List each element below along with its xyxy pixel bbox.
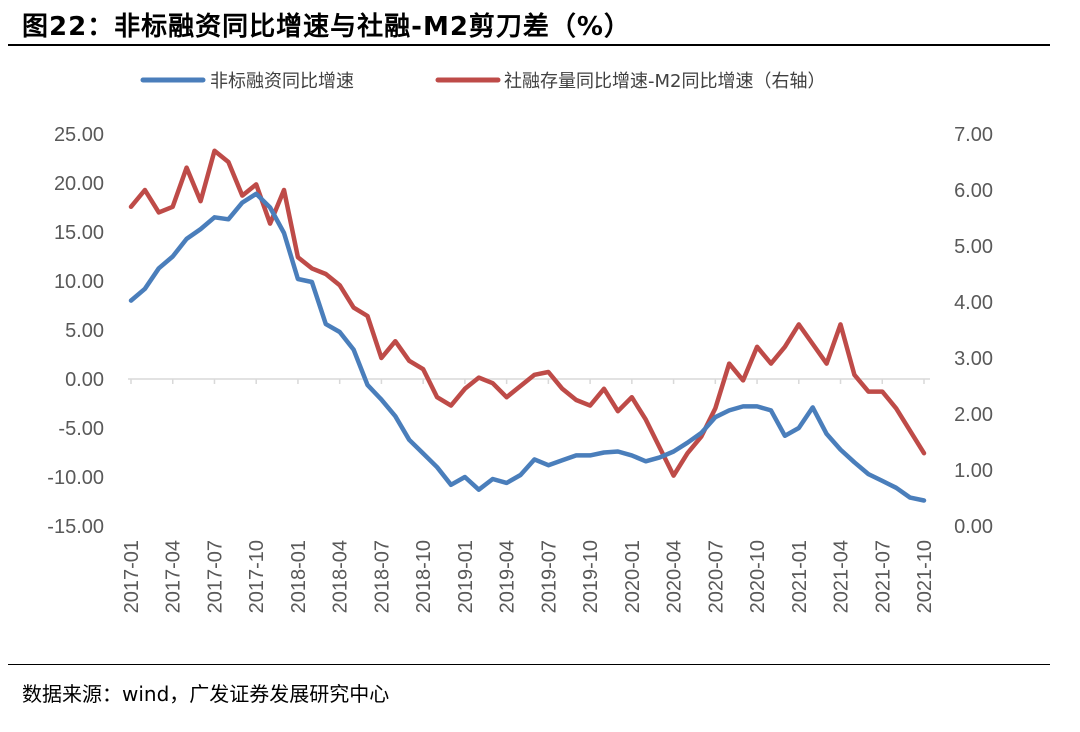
x-tick-label: 2021-04 xyxy=(831,540,853,613)
y-left-tick-label: -5.00 xyxy=(58,418,104,440)
series-line-nonstandard-financing xyxy=(128,191,927,503)
legend-label-series-1: 非标融资同比增速 xyxy=(210,71,354,92)
x-tick-label: 2018-10 xyxy=(413,540,435,613)
x-tick-label: 2017-10 xyxy=(246,540,268,613)
x-tick-label: 2020-01 xyxy=(622,540,644,613)
x-tick-label: 2019-07 xyxy=(538,540,560,613)
x-tick-label: 2020-07 xyxy=(705,540,727,613)
y-right-tick-label: 5.00 xyxy=(954,236,993,258)
legend-label-series-2: 社融存量同比增速-M2同比增速（右轴） xyxy=(504,71,825,92)
x-tick-label: 2019-01 xyxy=(455,540,477,613)
y-left-tick-label: 5.00 xyxy=(65,320,104,342)
y-left-tick-label: 25.00 xyxy=(54,124,104,146)
x-tick-label: 2017-01 xyxy=(121,540,143,613)
y-left-tick-label: -10.00 xyxy=(47,467,104,489)
y-left-tick-label: 20.00 xyxy=(54,173,104,195)
chart-legend: 非标融资同比增速 社融存量同比增速-M2同比增速（右轴） xyxy=(140,71,825,92)
y-right-tick-label: 6.00 xyxy=(954,180,993,202)
chart-axes: 2017-01 2017-04 2017-07 2017-10 2018-01 2018-… xyxy=(47,124,993,613)
y-right-tick-label: 0.00 xyxy=(954,516,993,538)
x-tick-label: 2019-04 xyxy=(497,540,519,613)
x-tick-label: 2018-04 xyxy=(330,540,352,613)
y-right-tick-label: 7.00 xyxy=(954,124,993,146)
y-left-tick-label: 15.00 xyxy=(54,222,104,244)
x-tick-label: 2019-10 xyxy=(580,540,602,613)
title-rule xyxy=(8,44,1050,46)
x-tick-label: 2020-04 xyxy=(664,540,686,613)
x-tick-label: 2021-10 xyxy=(914,540,936,613)
series-line-shehui-m2-gap xyxy=(128,148,927,478)
y-right-tick-label: 1.00 xyxy=(954,460,993,482)
x-tick-label: 2018-01 xyxy=(288,540,310,613)
figure-title: 图22：非标融资同比增速与社融-M2剪刀差（%） xyxy=(22,12,631,42)
line-chart: 2017-01 2017-04 2017-07 2017-10 2018-01 2018-… xyxy=(47,71,993,613)
y-right-tick-label: 2.00 xyxy=(954,404,993,426)
y-right-tick-label: 4.00 xyxy=(954,292,993,314)
y-right-tick-label: 3.00 xyxy=(954,348,993,370)
y-left-tick-label: 0.00 xyxy=(65,369,104,391)
y-left-tick-label: 10.00 xyxy=(54,271,104,293)
x-tick-label: 2021-01 xyxy=(789,540,811,613)
x-tick-label: 2018-07 xyxy=(371,540,393,613)
chart-lines xyxy=(128,148,927,503)
footer-rule xyxy=(8,664,1050,665)
x-tick-label: 2017-04 xyxy=(163,540,185,613)
y-left-tick-label: -15.00 xyxy=(47,516,104,538)
x-tick-label: 2017-07 xyxy=(204,540,226,613)
x-tick-label: 2021-07 xyxy=(872,540,894,613)
source-note: 数据来源：wind，广发证券发展研究中心 xyxy=(22,682,390,706)
x-tick-label: 2020-10 xyxy=(747,540,769,613)
